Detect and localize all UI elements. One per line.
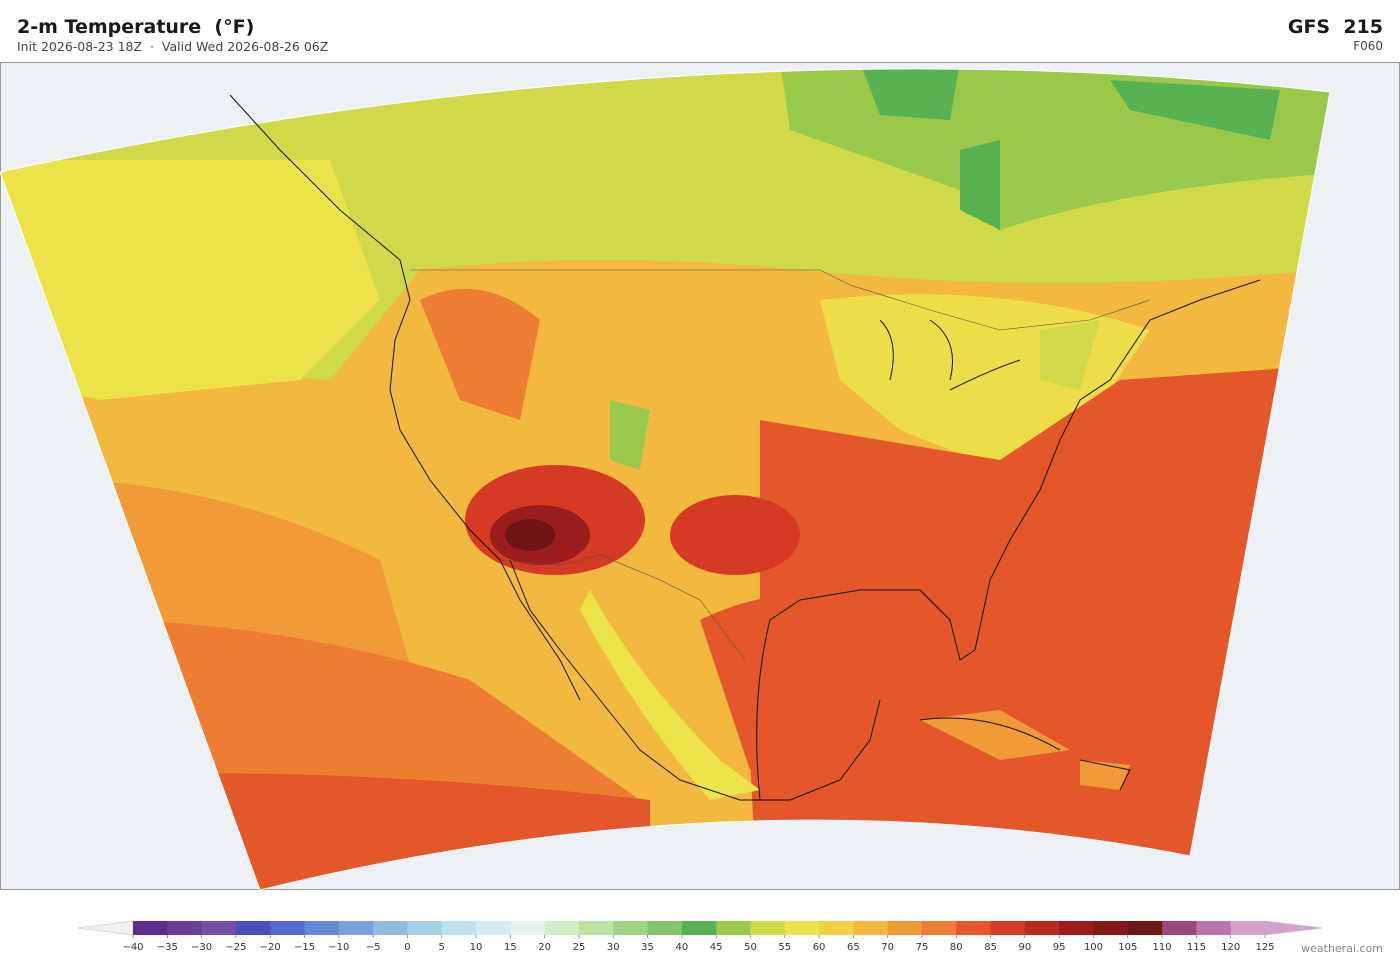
colorbar-bin: [681, 921, 717, 935]
colorbar-bin: [887, 921, 923, 935]
colorbar-tick-label: 65: [847, 942, 860, 953]
colorbar-bin: [1059, 921, 1094, 935]
colorbar-tick-label: 125: [1255, 942, 1274, 953]
map-subtitle: Init 2026-08-23 18Z · Valid Wed 2026-08-…: [17, 39, 329, 54]
colorbar-bin: [167, 921, 203, 935]
colorbar-bin: [1196, 921, 1232, 935]
colorbar-tick-label: 90: [1019, 942, 1032, 953]
colorbar-bin: [544, 921, 580, 935]
colorbar-tick-label: 75: [916, 942, 929, 953]
colorbar-tick-label: 120: [1221, 942, 1240, 953]
colorbar-under: [77, 920, 134, 936]
colorbar-tick-label: −35: [157, 942, 178, 953]
colorbar-bin: [235, 921, 271, 935]
colorbar-tick-label: 55: [778, 942, 791, 953]
colorbar-bin: [921, 921, 957, 935]
colorbar-tick-label: −30: [191, 942, 212, 953]
borders: [410, 269, 1151, 661]
colorbar-tick-label: 10: [470, 942, 483, 953]
colorbar-bin: [201, 921, 237, 935]
colorbar-bin: [510, 921, 546, 935]
colorbar-tick-label: 110: [1153, 942, 1172, 953]
colorbar-bin: [338, 921, 374, 935]
forecast-hour: F060: [1353, 39, 1383, 53]
colorbar-tick-label: 100: [1084, 942, 1103, 953]
colorbar-bin: [441, 921, 477, 935]
colorbar-bin: [476, 921, 511, 935]
colorbar-tick-label: 60: [813, 942, 826, 953]
colorbar-tick-label: 0: [404, 942, 410, 953]
colorbar-tick-label: 30: [607, 942, 620, 953]
colorbar-bin: [1230, 921, 1266, 935]
colorbar-bin: [270, 921, 305, 935]
colorbar-bin: [819, 921, 854, 935]
colorbar-bin: [1024, 921, 1060, 935]
colorbar-tick-label: 20: [538, 942, 551, 953]
colorbar-tick-label: 105: [1118, 942, 1137, 953]
colorbar: −40 −35 −30 −25 −20 −15 −10 −5 0 5 10 15 20 25 30 35 40 4…: [77, 920, 1323, 953]
colorbar-bin: [716, 921, 751, 935]
colorbar-bin: [750, 921, 786, 935]
colorbar-bin: [990, 921, 1026, 935]
colorbar-tick-label: 70: [881, 942, 894, 953]
colorbar-tick-label: −40: [122, 942, 143, 953]
colorbar-tick-label: 35: [641, 942, 654, 953]
colorbar-bin: [133, 921, 168, 935]
colorbar-tick-label: 45: [710, 942, 723, 953]
model-label: GFS 215: [1287, 16, 1383, 38]
colorbar-bin: [407, 921, 443, 935]
colorbar-tick-label: −25: [225, 942, 246, 953]
colorbar-bin: [853, 921, 889, 935]
colorbar-tick-label: −5: [366, 942, 381, 953]
colorbar-bin: [304, 921, 340, 935]
colorbar-tick-label: 80: [950, 942, 963, 953]
colorbar-bin: [578, 921, 614, 935]
colorbar-tick-label: 40: [675, 942, 688, 953]
colorbar-tick-label: 15: [504, 942, 517, 953]
colorbar-tick-label: 115: [1187, 942, 1206, 953]
colorbar-bin: [647, 921, 683, 935]
colorbar-bin: [1162, 921, 1197, 935]
colorbar-tick-label: −20: [260, 942, 281, 953]
colorbar-bin: [373, 921, 408, 935]
colorbar-tick-label: 85: [984, 942, 997, 953]
colorbar-tick-label: 95: [1053, 942, 1066, 953]
colorbar-bin: [956, 921, 991, 935]
colorbar-bin: [784, 921, 820, 935]
credit: weatherai.com: [1301, 942, 1383, 955]
colorbar-over: [1264, 920, 1323, 936]
colorbar-bin: [613, 921, 648, 935]
colorbar-tick-label: −15: [294, 942, 315, 953]
map-title: 2-m Temperature (°F): [17, 16, 255, 38]
coastlines: [229, 94, 1261, 801]
colorbar-bin: [1093, 921, 1129, 935]
colorbar-tick-label: 25: [573, 942, 586, 953]
colorbar-tick-label: −10: [328, 942, 349, 953]
colorbar-tick-label: 50: [744, 942, 757, 953]
domain-edge: [0, 68, 1331, 891]
colorbar-tick-label: 5: [439, 942, 445, 953]
colorbar-bin: [1127, 921, 1163, 935]
